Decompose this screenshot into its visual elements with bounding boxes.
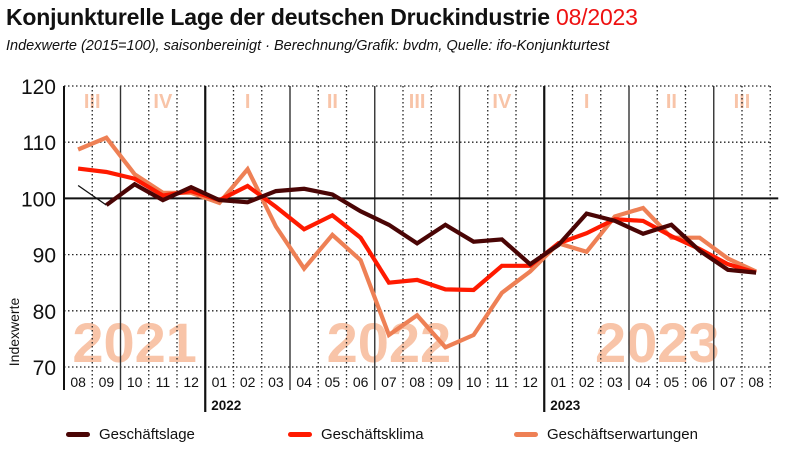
grid-lines bbox=[63, 85, 779, 412]
x-tick-label: 05 bbox=[325, 374, 341, 390]
chart-title-text: Konjunkturelle Lage der deutschen Drucki… bbox=[6, 4, 550, 30]
legend: Geschäftslage Geschäftsklima Geschäftser… bbox=[0, 426, 800, 448]
legend-swatch-geschaeftsklima bbox=[288, 432, 312, 437]
legend-label: Geschäftserwartungen bbox=[547, 426, 698, 443]
x-tick-label: 06 bbox=[353, 374, 369, 390]
series-lines bbox=[77, 135, 757, 350]
x-tick-label: 11 bbox=[156, 374, 171, 390]
y-tick-label: 90 bbox=[33, 245, 56, 268]
x-tick-label: 05 bbox=[664, 374, 680, 390]
y-axis-label: Indexwerte bbox=[6, 298, 22, 367]
x-tick-label: 01 bbox=[551, 374, 567, 390]
year-watermarks: 2021 2022 2023 bbox=[72, 311, 719, 374]
x-tick-label: 09 bbox=[99, 374, 115, 390]
chart-subtitle: Indexwerte (2015=100), saisonbereinigt ·… bbox=[6, 38, 610, 54]
x-tick-label: 10 bbox=[466, 374, 482, 390]
x-tick-label: 03 bbox=[607, 374, 623, 390]
x-tick-label: 02 bbox=[579, 374, 595, 390]
legend-item-geschaeftserwartungen[interactable]: Geschäftserwartungen bbox=[514, 426, 698, 443]
year-watermark: 2022 bbox=[327, 311, 452, 374]
legend-label: Geschäftsklima bbox=[321, 426, 424, 443]
y-axis-ticks: 70 80 90 100 110 120 bbox=[21, 76, 56, 380]
quarter-label: I bbox=[245, 91, 251, 113]
x-tick-label: 12 bbox=[522, 374, 538, 390]
x-tick-label: 11 bbox=[495, 374, 510, 390]
series-line-segment-thin bbox=[77, 184, 107, 206]
y-tick-label: 80 bbox=[33, 301, 56, 324]
x-tick-label: 04 bbox=[635, 374, 651, 390]
x-tick-label: 08 bbox=[70, 374, 86, 390]
year-label: 2022 bbox=[211, 398, 241, 413]
x-tick-label: 09 bbox=[438, 374, 454, 390]
y-tick-label: 70 bbox=[33, 357, 56, 380]
legend-swatch-geschaeftserwartungen bbox=[514, 432, 538, 437]
x-tick-label: 04 bbox=[296, 374, 312, 390]
y-tick-label: 120 bbox=[21, 76, 56, 99]
quarter-label: IV bbox=[492, 91, 512, 113]
year-label: 2023 bbox=[550, 398, 581, 413]
quarter-label: III bbox=[409, 91, 426, 113]
x-tick-label: 08 bbox=[409, 374, 425, 390]
legend-item-geschaeftsklima[interactable]: Geschäftsklima bbox=[288, 426, 424, 443]
x-tick-label: 07 bbox=[720, 374, 736, 390]
y-tick-label: 110 bbox=[23, 132, 56, 155]
y-tick-label: 100 bbox=[21, 188, 56, 211]
x-tick-label: 01 bbox=[212, 374, 228, 390]
quarter-label: I bbox=[584, 91, 590, 113]
series-line-geschaeftsklima bbox=[77, 166, 757, 293]
x-tick-label: 07 bbox=[381, 374, 397, 390]
year-watermark: 2021 bbox=[72, 311, 197, 374]
chart-title: Konjunkturelle Lage der deutschen Drucki… bbox=[6, 4, 638, 31]
legend-swatch-geschaeftslage bbox=[66, 432, 90, 437]
quarter-label: II bbox=[666, 91, 677, 113]
x-tick-label: 03 bbox=[268, 374, 284, 390]
quarter-label: IV bbox=[153, 91, 173, 113]
quarter-label: II bbox=[327, 91, 338, 113]
x-tick-label: 12 bbox=[183, 374, 199, 390]
x-axis-ticks: 08 09 10 11 12 01 02 03 04 05 06 07 08 09 10 11 12 01 02 03… bbox=[70, 374, 764, 413]
x-tick-label: 08 bbox=[748, 374, 764, 390]
chart-title-date: 08/2023 bbox=[556, 4, 638, 30]
series-line-geschaeftslage bbox=[105, 181, 757, 275]
legend-label: Geschäftslage bbox=[99, 426, 195, 443]
x-tick-label: 06 bbox=[692, 374, 708, 390]
legend-item-geschaeftslage[interactable]: Geschäftslage bbox=[66, 426, 195, 443]
quarter-labels: III IV I II III IV I II III bbox=[84, 91, 750, 113]
x-tick-label: 02 bbox=[240, 374, 256, 390]
x-tick-label: 10 bbox=[127, 374, 143, 390]
series-geschaeftslage bbox=[77, 181, 757, 275]
